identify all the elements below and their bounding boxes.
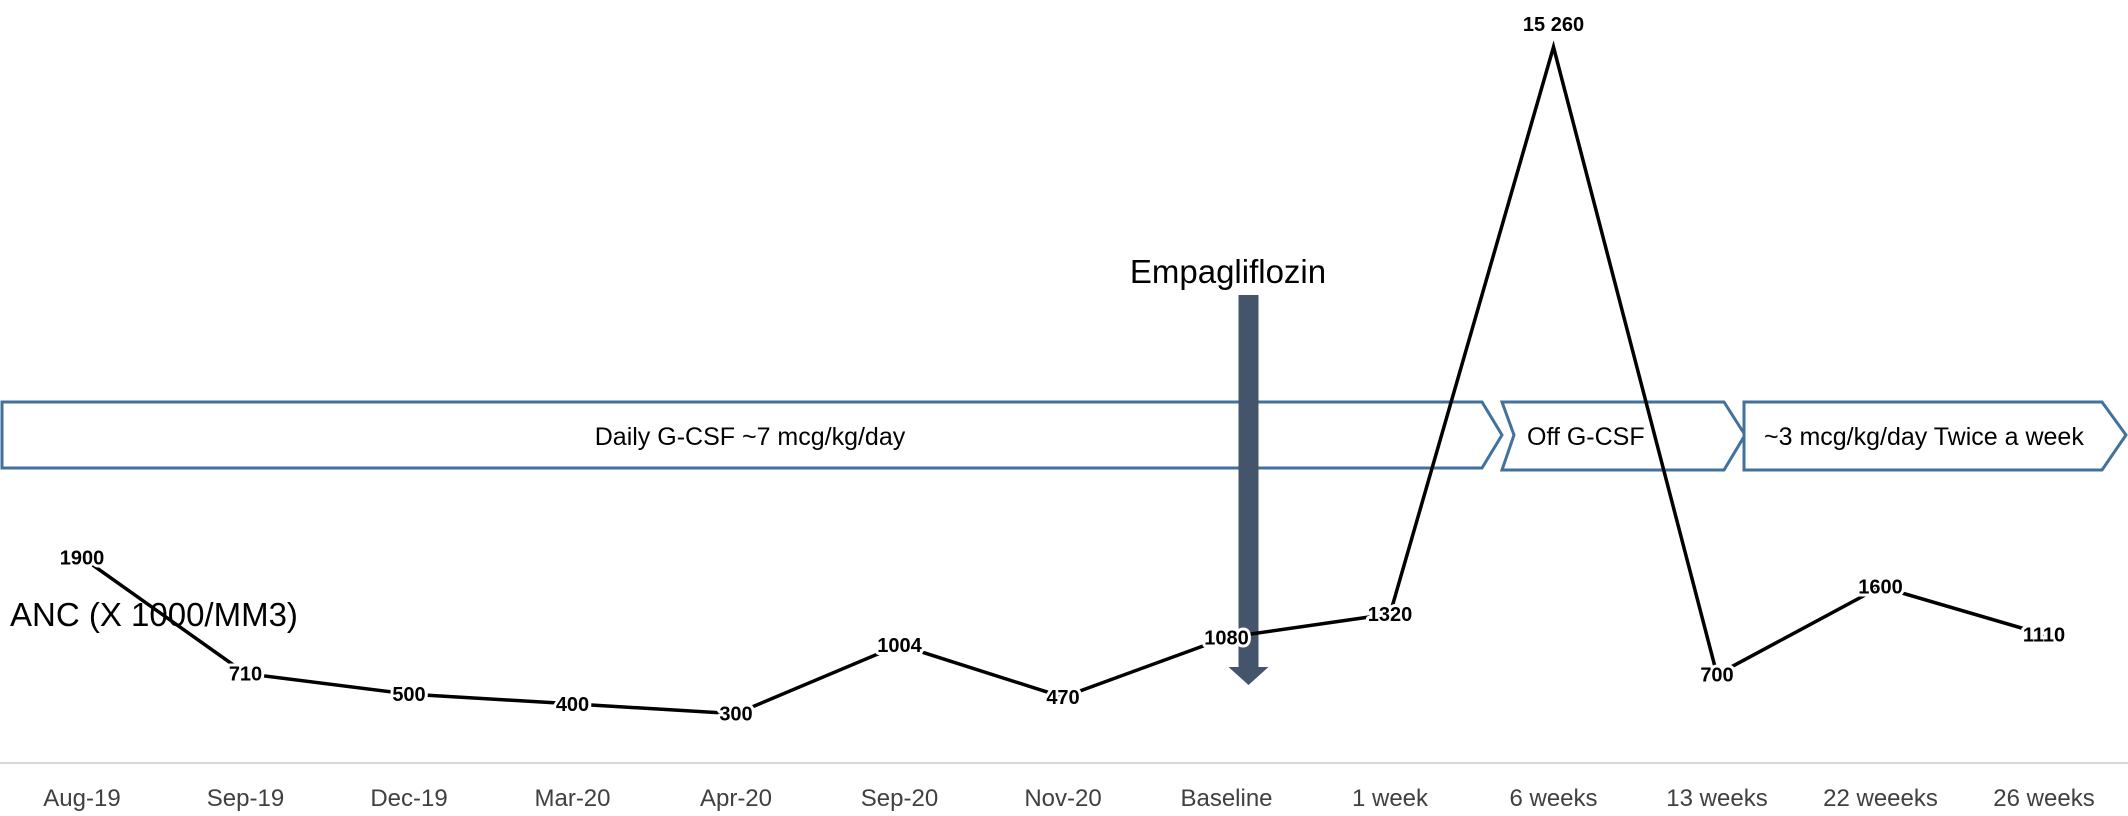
phase-arrow-twice-weekly [1742, 400, 2128, 472]
x-tick-label-2: Dec-19 [370, 785, 447, 811]
x-tick-label-0: Aug-19 [43, 785, 120, 811]
data-label-10: 700 [1700, 665, 1733, 687]
x-tick-label-3: Mar-20 [534, 785, 610, 811]
treatment-phases: Daily G-CSF ~7 mcg/kg/day Off G-CSF ~3 m… [0, 400, 2128, 472]
x-tick-label-4: Apr-20 [700, 785, 772, 811]
x-tick-label-11: 22 weeeks [1823, 785, 1938, 811]
phase-arrow-daily-gcsf [0, 400, 1504, 470]
data-label-3: 400 [556, 694, 589, 716]
data-label-12: 1110 [2023, 625, 2065, 647]
data-label-6: 470 [1046, 687, 1079, 709]
y-axis-label: ANC (X 1000/MM3) [10, 596, 298, 633]
data-label-1: 710 [229, 664, 262, 686]
data-label-7: 1080 [1204, 627, 1249, 649]
data-labels: 1900 710 500 400 300 1004 470 1080 1320 15 260 700… [57, 11, 2068, 729]
x-axis-ticks: Aug-19 Sep-19 Dec-19 Mar-20 Apr-20 Sep-20 Nov-… [43, 785, 2094, 812]
anc-series-line [80, 40, 2045, 716]
phase-label-twice-weekly: ~3 mcg/kg/day Twice a week [1764, 423, 2084, 451]
x-tick-label-1: Sep-19 [207, 785, 284, 811]
x-tick-label-9: 6 weeks [1509, 785, 1597, 811]
empagliflozin-annotation: Empagliflozin [1130, 253, 1326, 685]
data-label-9: 15 260 [1523, 14, 1584, 36]
x-tick-label-5: Sep-20 [861, 785, 938, 811]
data-label-2: 500 [392, 684, 425, 706]
empagliflozin-down-arrow-icon [1228, 295, 1269, 685]
data-label-0: 1900 [60, 547, 105, 569]
x-tick-label-10: 13 weeks [1666, 785, 1767, 811]
data-label-11: 1600 [1858, 577, 1903, 599]
x-tick-label-7: Baseline [1180, 785, 1272, 811]
empagliflozin-label: Empagliflozin [1130, 253, 1326, 290]
x-tick-label-6: Nov-20 [1024, 785, 1101, 811]
x-tick-label-8: 1 week [1352, 785, 1429, 811]
x-tick-label-12: 26 weeks [1993, 785, 2094, 811]
data-label-8: 1320 [1368, 604, 1413, 626]
phase-label-daily-gcsf: Daily G-CSF ~7 mcg/kg/day [595, 423, 906, 451]
data-label-4: 300 [719, 704, 752, 726]
data-label-5: 1004 [877, 635, 922, 657]
phase-arrow-off-gcsf [1499, 400, 1747, 472]
phase-label-off-gcsf: Off G-CSF [1527, 423, 1645, 451]
